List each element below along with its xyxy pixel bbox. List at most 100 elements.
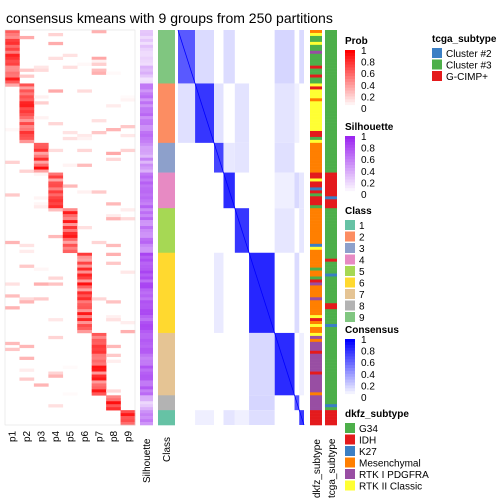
silhouette-cell — [140, 181, 153, 185]
dkfz-subtype-cell — [310, 395, 322, 399]
membership-cell — [19, 136, 35, 141]
silhouette-cell — [140, 401, 153, 405]
tcga-subtype-cell — [325, 383, 337, 387]
membership-cell — [62, 237, 78, 242]
membership-cell — [48, 187, 64, 191]
tcga-subtype-cell — [325, 380, 337, 384]
column-label-p9: p9 — [123, 430, 134, 442]
silhouette-cell — [140, 368, 153, 372]
consensus-offblock — [214, 252, 224, 333]
silhouette-cell — [140, 306, 153, 310]
dkfz-subtype-cell — [310, 380, 322, 384]
silhouette-cell — [140, 344, 153, 349]
dkfz-subtype-cell — [310, 38, 322, 43]
dkfz-subtype-cell — [310, 62, 322, 66]
dkfz-subtype-cell — [310, 419, 322, 423]
tcga-legend-swatch — [432, 59, 442, 70]
dkfz-legend-swatch — [345, 480, 355, 491]
silhouette-cell — [140, 321, 153, 325]
silhouette-cell — [140, 62, 153, 66]
tcga-subtype-cell — [325, 297, 337, 301]
membership-cell — [5, 74, 20, 78]
tcga-subtype-cell — [325, 160, 337, 164]
consensus-legend-tick: 0 — [361, 393, 367, 404]
tcga-subtype-cell — [325, 326, 337, 331]
silhouette-cell — [140, 217, 153, 221]
consensus-offblock — [214, 83, 224, 143]
class-legend-item: 3 — [359, 244, 365, 255]
tcga-subtype-cell — [325, 145, 337, 150]
prob-legend-gradient-step — [345, 99, 355, 103]
membership-cell — [77, 276, 92, 280]
membership-cell — [19, 89, 35, 93]
tcga-subtype-cell — [325, 50, 337, 55]
membership-cell — [91, 362, 107, 366]
silhouette-cell — [140, 270, 153, 274]
dkfz-subtype-cell — [310, 145, 322, 150]
dkfz-subtype-cell — [310, 178, 322, 182]
membership-cell — [62, 243, 78, 248]
tcga-subtype-cell — [325, 386, 337, 390]
class-legend-item: 7 — [359, 290, 365, 301]
dkfz-subtype-cell — [310, 294, 322, 298]
membership-cell — [106, 407, 121, 411]
membership-cell — [62, 392, 78, 396]
tcga-subtype-cell — [325, 181, 337, 185]
dkfz-subtype-cell — [310, 335, 322, 340]
dkfz-subtype-cell — [310, 389, 322, 393]
membership-cell — [91, 383, 107, 387]
silhouette-cell — [140, 324, 153, 328]
membership-cell — [120, 208, 136, 212]
silhouette-cell — [140, 282, 153, 286]
tcga-subtype-cell — [325, 71, 337, 75]
silhouette-axis-label: Silhouette — [142, 438, 153, 483]
prob-legend-gradient-step — [345, 67, 355, 71]
tcga-subtype-cell — [325, 68, 337, 72]
dkfz-subtype-cell — [310, 104, 322, 108]
prob-legend-gradient-step — [345, 96, 355, 100]
consensus-legend-gradient-step — [345, 385, 355, 389]
membership-cell — [5, 62, 20, 66]
tcga-subtype-cell — [325, 404, 337, 408]
silhouette-legend-gradient-step — [345, 182, 355, 186]
dkfz-subtype-cell — [310, 270, 322, 274]
membership-cell — [19, 116, 35, 120]
tcga-subtype-cell — [325, 32, 337, 37]
prob-legend-tick: 0.2 — [361, 92, 375, 103]
silhouette-cell — [140, 267, 153, 271]
prob-legend-gradient-step — [345, 50, 355, 54]
dkfz-subtype-cell — [310, 326, 322, 331]
membership-cell — [77, 133, 92, 138]
silhouette-cell — [140, 404, 153, 408]
membership-cell — [19, 107, 35, 111]
membership-cell — [33, 160, 49, 164]
membership-cell — [106, 318, 121, 322]
class-segment — [158, 332, 175, 396]
membership-cell — [91, 374, 107, 378]
prob-legend-gradient-step — [345, 105, 355, 109]
dkfz-subtype-cell — [310, 398, 322, 402]
membership-cell — [48, 374, 64, 378]
tcga-subtype-cell — [325, 122, 337, 126]
membership-cell — [91, 190, 107, 194]
consensus-legend-gradient-step — [345, 376, 355, 380]
prob-legend-tick: 0 — [361, 104, 367, 115]
tcga-subtype-cell — [325, 413, 337, 417]
membership-cell — [106, 398, 121, 402]
dkfz-legend-swatch — [345, 457, 355, 468]
membership-cell — [120, 125, 136, 129]
membership-cell — [77, 264, 92, 268]
consensus-legend-gradient-step — [345, 341, 355, 346]
tcga-subtype-cell — [325, 282, 337, 286]
consensus-legend-gradient-step — [345, 394, 355, 398]
membership-cell — [77, 326, 92, 331]
class-legend-item: 2 — [359, 233, 365, 244]
dkfz-legend-item: RTK I PDGFRA — [359, 470, 429, 481]
silhouette-cell — [140, 53, 153, 58]
membership-cell — [62, 130, 78, 135]
silhouette-legend-gradient-step — [345, 179, 355, 183]
membership-cell — [48, 175, 64, 179]
consensus-legend-gradient-step — [345, 391, 355, 395]
membership-cell — [77, 226, 92, 230]
membership-cell — [5, 41, 20, 46]
